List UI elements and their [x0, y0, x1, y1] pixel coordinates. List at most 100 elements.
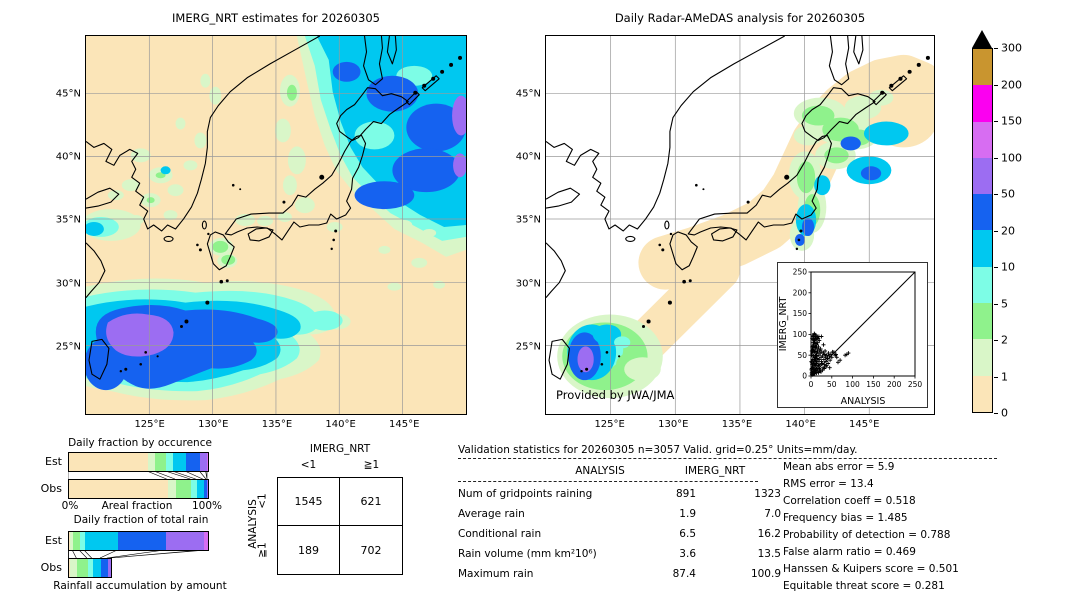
validation-analysis-value: 6.5	[679, 528, 696, 540]
colorbar-segment	[973, 157, 992, 195]
colorbar-segment	[973, 194, 992, 231]
colorbar-tick	[994, 230, 998, 232]
validation-row: Num of gridpoints raining 891 1323	[458, 488, 781, 500]
svg-text:250: 250	[908, 380, 923, 389]
scatter-points	[809, 331, 851, 377]
inset-xlabel: ANALYSIS	[841, 396, 886, 407]
validation-row: Conditional rain 6.5 16.2	[458, 528, 781, 540]
validation-analysis-value: 1.9	[679, 508, 696, 520]
validation-imerg-value: 13.5	[757, 548, 781, 560]
colorbar-tick-label: 50	[1001, 187, 1015, 201]
colorbar-segment	[973, 121, 992, 158]
colorbar-tick-label: 20	[1001, 224, 1015, 237]
left-map: 125°E 130°E 135°E 140°E 145°E 45°N 40°N 35°N 30…	[56, 35, 470, 430]
colorbar-tick-label: 0	[1001, 406, 1008, 420]
bar-segment-1-2	[69, 559, 78, 577]
validation-analysis-value: 87.4	[672, 568, 696, 580]
contingency-row-label-ge1: ≧1	[256, 542, 269, 558]
bar-segment-0-1	[69, 532, 70, 550]
bar-segment-20-50	[185, 453, 201, 471]
bar-segment-10-20	[196, 480, 204, 498]
totalrain-est-bar	[68, 531, 209, 551]
bar-segment-50-100	[200, 453, 207, 471]
contingency-col-label-lt1: <1	[300, 459, 317, 471]
occurrence-obs-bar	[68, 479, 209, 499]
x-tick-label: 125°E	[134, 419, 165, 430]
bar-segment-20-50	[203, 480, 207, 498]
colorbar-tick-label: 100	[1001, 151, 1022, 164]
y-tick-label: 35°N	[55, 214, 81, 226]
left-map-plot	[81, 35, 470, 415]
x-tick-label: 135°E	[261, 419, 293, 430]
colorbar-tick	[994, 84, 998, 86]
score-line: Probability of detection = 0.788	[783, 529, 951, 541]
y-tick-label: 25°N	[515, 341, 541, 353]
colorbar-labels: 300 200 150 100 50 20 10 5 2 1 0	[972, 30, 1042, 430]
validation-analysis-value: 891	[675, 488, 696, 500]
colorbar-tick	[994, 340, 998, 341]
bar-segment-2-5	[175, 480, 192, 498]
contingency-grid: 1545 621 189 702	[277, 477, 403, 575]
bar-segment-5-10	[80, 532, 85, 550]
bar-segment-20-50	[100, 559, 108, 577]
contingency-cell-00: 1545	[278, 478, 340, 526]
validation-row-label: Maximum rain	[458, 568, 534, 580]
bar-segment-20-50	[118, 532, 166, 550]
score-line: Hanssen & Kuipers score = 0.501	[783, 563, 959, 575]
validation-row-label: Average rain	[458, 508, 525, 520]
colorbar-tick	[994, 157, 998, 159]
bar-segment-5-10	[87, 559, 93, 577]
score-line: RMS error = 13.4	[783, 478, 874, 490]
contingency-cell-10: 189	[278, 526, 340, 574]
svg-text:200: 200	[887, 380, 902, 389]
validation-imerg-value: 1323	[754, 488, 781, 500]
contingency-cell-11: 702	[360, 543, 382, 557]
occurrence-title: Daily fraction by occurence	[68, 437, 212, 449]
validation-row-label: Conditional rain	[458, 528, 542, 540]
colorbar-tick	[994, 376, 998, 378]
colorbar-tick-label: 5	[1001, 297, 1008, 310]
y-tick-label: 45°N	[55, 88, 81, 100]
bar-segment-0-1	[69, 480, 168, 498]
colorbar-segment	[973, 339, 992, 376]
contingency-col-title: IMERG_NRT	[309, 443, 371, 455]
svg-text:200: 200	[793, 288, 808, 297]
validation-imerg-value: 100.9	[750, 568, 781, 580]
validation-row: Rain volume (mm km²10⁶) 3.6 13.5	[458, 548, 781, 560]
colorbar-segment	[973, 49, 992, 86]
score-line: Frequency bias = 1.485	[783, 512, 908, 524]
inset-scatter-plot: 00 50 50 100 100 150 150 200 200 250 250 ANALYSIS IM…	[778, 268, 923, 407]
colorbar-overflow-arrow-icon	[972, 30, 992, 48]
svg-text:0: 0	[809, 380, 814, 389]
validation-row: Maximum rain 87.4 100.9	[458, 568, 781, 580]
bar-segment-5-10	[191, 480, 197, 498]
colorbar-tick-label: 10	[1001, 260, 1015, 274]
bar-segment-10-20	[173, 453, 186, 471]
y-tick-label: 35°N	[515, 214, 541, 226]
colorbar-segment	[973, 266, 992, 304]
inset-ylabel: IMERG_NRT	[778, 297, 789, 352]
validation-col-imerg: IMERG_NRT	[684, 465, 746, 477]
validation-imerg-value: 7.0	[764, 508, 781, 520]
validation-title-rule	[458, 458, 997, 459]
colorbar-tick	[994, 194, 998, 195]
x-tick-label: 140°E	[785, 419, 816, 430]
bar-segment-100-150	[203, 532, 208, 550]
svg-text:150: 150	[866, 380, 881, 389]
bar-segment-50-100	[165, 532, 204, 550]
bar-segment-10-20	[92, 559, 101, 577]
svg-text:150: 150	[793, 309, 808, 318]
colorbar-tick-label: 200	[1001, 78, 1022, 91]
contingency-row-label-lt1: <1	[256, 493, 269, 509]
bar-segment-1-2	[69, 532, 74, 550]
bar-segment-100-150	[206, 453, 208, 471]
score-line: Equitable threat score = 0.281	[783, 580, 945, 592]
x-tick-label: 130°E	[198, 419, 229, 430]
credit-text: Provided by JWA/JMA	[556, 388, 675, 402]
contingency-cell-01: 621	[340, 478, 402, 526]
y-tick-label: 30°N	[55, 278, 81, 290]
score-line: False alarm ratio = 0.469	[783, 546, 916, 558]
y-tick-label: 45°N	[515, 88, 541, 100]
score-line: Mean abs error = 5.9	[783, 461, 895, 473]
